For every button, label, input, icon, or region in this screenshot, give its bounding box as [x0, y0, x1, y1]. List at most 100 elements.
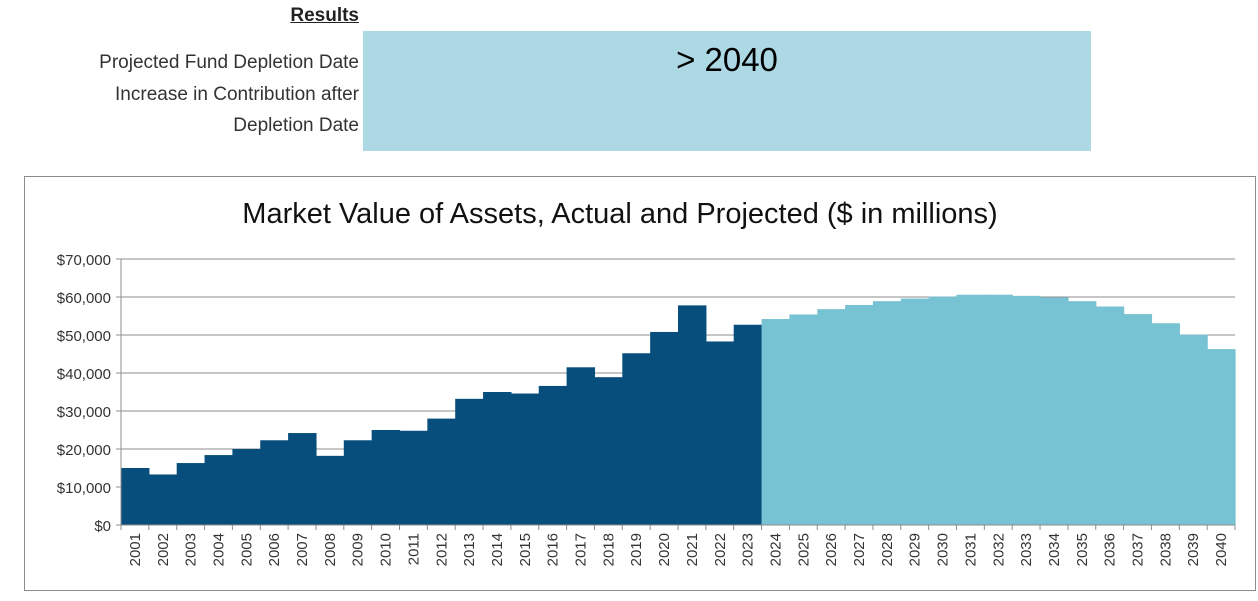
x-tick-label: 2014: [489, 533, 506, 566]
x-tick-label: 2039: [1185, 533, 1202, 566]
x-tick-label: 2032: [990, 533, 1007, 566]
projected-bar-2032: [984, 294, 1013, 525]
y-tick-label: $0: [94, 518, 111, 535]
chart-axes: [116, 258, 1236, 530]
actual-bar-2018: [594, 377, 623, 525]
x-tick-label: 2012: [433, 533, 450, 566]
actual-bar-2016: [538, 385, 568, 525]
increase-contribution-label: Increase in Contribution after: [115, 84, 359, 105]
actual-bar-2007: [288, 433, 317, 525]
x-axis-ticks: 2001 2002 2003 2004 2005 2006 2007 2008 2009 2010…: [127, 533, 1230, 566]
projected-bar-2035: [1067, 301, 1097, 525]
y-tick-label: $70,000: [57, 252, 111, 269]
actual-bar-2010: [371, 430, 401, 525]
x-tick-label: 2013: [461, 533, 478, 566]
x-tick-label: 2008: [322, 533, 339, 566]
x-tick-label: 2019: [628, 533, 645, 566]
actual-bar-2014: [483, 392, 512, 525]
y-tick-label: $10,000: [57, 480, 111, 497]
actual-bar-2002: [148, 474, 178, 525]
x-tick-label: 2006: [266, 533, 283, 566]
y-tick-label: $40,000: [57, 366, 111, 383]
projected-bar-2026: [817, 309, 846, 525]
projected-bar-2028: [872, 301, 902, 525]
x-tick-label: 2001: [127, 533, 144, 566]
y-tick-label: $30,000: [57, 404, 111, 421]
x-tick-label: 2034: [1046, 533, 1063, 566]
actual-bar-2004: [204, 455, 233, 525]
x-tick-label: 2031: [962, 533, 979, 566]
x-tick-label: 2026: [823, 533, 840, 566]
projected-bar-2034: [1040, 297, 1069, 525]
x-tick-label: 2016: [545, 533, 562, 566]
projected-bar-2037: [1123, 314, 1153, 525]
actual-bar-2005: [232, 449, 261, 525]
x-tick-label: 2022: [712, 533, 729, 566]
actual-bar-2011: [399, 430, 428, 525]
x-tick-label: 2017: [573, 533, 590, 566]
actual-bar-2008: [315, 455, 345, 525]
actual-bar-2019: [622, 353, 651, 525]
y-tick-label: $50,000: [57, 328, 111, 345]
actual-bar-2022: [705, 341, 735, 525]
x-tick-label: 2024: [767, 533, 784, 566]
x-tick-label: 2023: [740, 533, 757, 566]
x-tick-label: 2005: [238, 533, 255, 566]
x-tick-label: 2003: [183, 533, 200, 566]
y-tick-label: $60,000: [57, 290, 111, 307]
x-tick-label: 2040: [1213, 533, 1230, 566]
projected-bar-2033: [1012, 295, 1041, 525]
depletion-date-value: > 2040: [676, 41, 778, 78]
increase-contribution-label-line2: Depletion Date: [233, 115, 359, 136]
results-value-box: > 2040: [363, 31, 1091, 151]
x-tick-label: 2025: [795, 533, 812, 566]
projected-bar-2024: [761, 319, 790, 525]
x-tick-label: 2011: [405, 533, 422, 565]
chart-bars: [121, 294, 1236, 525]
x-tick-label: 2038: [1157, 533, 1174, 566]
x-tick-label: 2007: [294, 533, 311, 566]
y-axis-ticks: $0 $10,000 $20,000 $30,000 $40,000 $50,000 $60…: [57, 252, 111, 535]
x-tick-label: 2010: [378, 533, 395, 566]
market-value-chart: Market Value of Assets, Actual and Proje…: [57, 198, 1236, 566]
x-tick-label: 2027: [851, 533, 868, 566]
y-tick-label: $20,000: [57, 442, 111, 459]
x-tick-label: 2021: [684, 533, 701, 566]
results-header: Results: [290, 5, 359, 26]
projected-bar-2027: [845, 304, 874, 525]
depletion-date-label: Projected Fund Depletion Date: [99, 52, 359, 73]
projected-bar-2030: [928, 296, 958, 525]
x-tick-label: 2037: [1130, 533, 1147, 566]
x-tick-label: 2036: [1102, 533, 1119, 566]
actual-bar-2006: [260, 440, 289, 525]
chart-frame: Market Value of Assets, Actual and Proje…: [24, 176, 1256, 591]
projected-bar-2025: [789, 314, 818, 525]
chart-title: Market Value of Assets, Actual and Proje…: [242, 198, 997, 230]
actual-bar-2017: [566, 367, 596, 525]
x-tick-label: 2018: [600, 533, 617, 566]
x-tick-label: 2029: [907, 533, 924, 566]
projected-bar-2039: [1179, 334, 1208, 525]
x-tick-label: 2030: [935, 533, 952, 566]
x-tick-label: 2033: [1018, 533, 1035, 566]
x-tick-label: 2035: [1074, 533, 1091, 566]
projected-bar-2029: [900, 298, 930, 525]
projected-bar-2038: [1151, 323, 1180, 525]
actual-bar-2023: [733, 324, 763, 525]
actual-bar-2020: [650, 331, 679, 525]
actual-bar-2003: [176, 463, 206, 525]
actual-bar-2009: [343, 440, 373, 525]
actual-bar-2015: [510, 393, 540, 525]
projected-bar-2036: [1095, 306, 1125, 525]
projected-bar-2031: [956, 294, 985, 525]
x-tick-label: 2015: [517, 533, 534, 566]
actual-bar-2021: [678, 305, 707, 525]
actual-bar-2001: [121, 468, 150, 525]
actual-bar-2012: [427, 418, 456, 525]
x-tick-label: 2004: [210, 533, 227, 566]
actual-bar-2013: [455, 398, 484, 525]
x-tick-label: 2028: [879, 533, 896, 566]
projected-bar-2040: [1207, 349, 1236, 525]
x-tick-label: 2002: [155, 533, 172, 566]
x-tick-label: 2009: [350, 533, 367, 566]
